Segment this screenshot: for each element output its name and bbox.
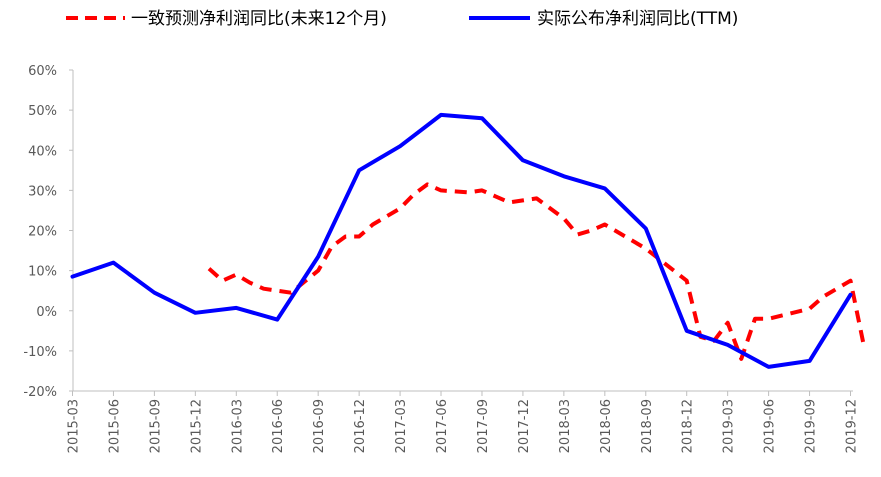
x-tick-label: 2015-09 — [148, 399, 163, 453]
x-tick-label: 2015-03 — [67, 399, 82, 453]
x-tick-label: 2016-12 — [353, 399, 368, 453]
x-tick-label: 2017-03 — [394, 399, 409, 453]
x-tick-label: 2017-12 — [517, 399, 532, 453]
y-axis: -20% -10% 0% 10% 20% 30% 40% 50% 60% — [23, 64, 74, 400]
x-tick-label: 2015-12 — [189, 399, 204, 453]
x-tick-label: 2015-06 — [107, 399, 122, 453]
legend-label-actual: 实际公布净利润同比(TTM) — [537, 9, 738, 29]
y-tick-label: 20% — [28, 225, 57, 240]
x-tick-label: 2016-06 — [271, 399, 286, 453]
x-tick-label: 2019-09 — [804, 399, 819, 453]
y-tick-label: 0% — [36, 305, 57, 320]
series-line-actual — [70, 112, 853, 369]
x-tick-label: 2018-06 — [599, 399, 614, 453]
y-tick-label: 10% — [28, 265, 57, 280]
x-tick-label: 2018-12 — [681, 399, 696, 453]
legend-label-forecast: 一致预测净利润同比(未来12个月) — [131, 9, 387, 29]
y-tick-label: 40% — [28, 144, 57, 159]
x-tick-label: 2017-06 — [435, 399, 450, 453]
x-tick-label: 2017-09 — [476, 399, 491, 453]
x-tick-label: 2016-03 — [230, 399, 245, 453]
y-tick-label: -10% — [23, 345, 57, 360]
x-tick-label: 2018-09 — [640, 399, 655, 453]
series-line-forecast — [207, 182, 867, 361]
x-axis: 2015-03 2015-06 2015-09 2015-12 2016-03 2016-… — [67, 390, 860, 453]
series-group — [70, 112, 867, 369]
x-tick-label: 2019-12 — [845, 399, 860, 453]
y-tick-label: 30% — [28, 184, 57, 199]
x-tick-label: 2019-06 — [763, 399, 778, 453]
x-tick-label: 2016-09 — [312, 399, 327, 453]
y-tick-label: 50% — [28, 104, 57, 119]
y-tick-label: -20% — [23, 385, 57, 400]
legend: 一致预测净利润同比(未来12个月) 实际公布净利润同比(TTM) — [66, 9, 738, 29]
y-tick-label: 60% — [28, 64, 57, 79]
x-tick-label: 2019-03 — [722, 399, 737, 453]
x-tick-label: 2018-03 — [558, 399, 573, 453]
